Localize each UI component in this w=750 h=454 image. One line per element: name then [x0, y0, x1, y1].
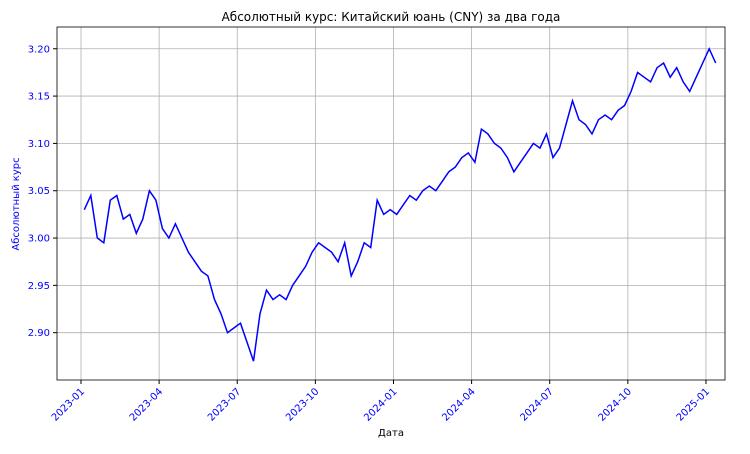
y-tick-label: 3.10: [28, 139, 50, 150]
x-tick-label: 2025-01: [675, 386, 712, 423]
x-tick-label: 2024-01: [362, 386, 399, 423]
y-tick-label: 3.05: [28, 186, 50, 197]
x-tick-label: 2023-07: [206, 386, 243, 423]
series-line: [83, 46, 717, 362]
x-tick-label: 2024-04: [440, 386, 477, 423]
y-tick-label: 2.95: [28, 281, 50, 292]
y-axis-label: Абсолютный курс: [11, 157, 22, 250]
x-tick-label: 2023-04: [128, 386, 165, 423]
x-tick-label: 2023-10: [284, 386, 321, 423]
x-axis-label: Дата: [378, 428, 404, 439]
y-tick-label: 3.15: [28, 92, 50, 103]
y-tick-label: 2.90: [28, 328, 50, 339]
y-tick-label: 3.00: [28, 234, 50, 245]
x-tick-label: 2023-01: [50, 386, 87, 423]
x-tick-label: 2024-10: [597, 386, 634, 423]
y-tick-label: 3.20: [28, 44, 50, 55]
plot-frame: [56, 26, 726, 381]
grid: [57, 27, 725, 380]
x-tick-label: 2024-07: [519, 386, 556, 423]
chart-title: Абсолютный курс: Китайский юань (CNY) за…: [222, 10, 561, 24]
